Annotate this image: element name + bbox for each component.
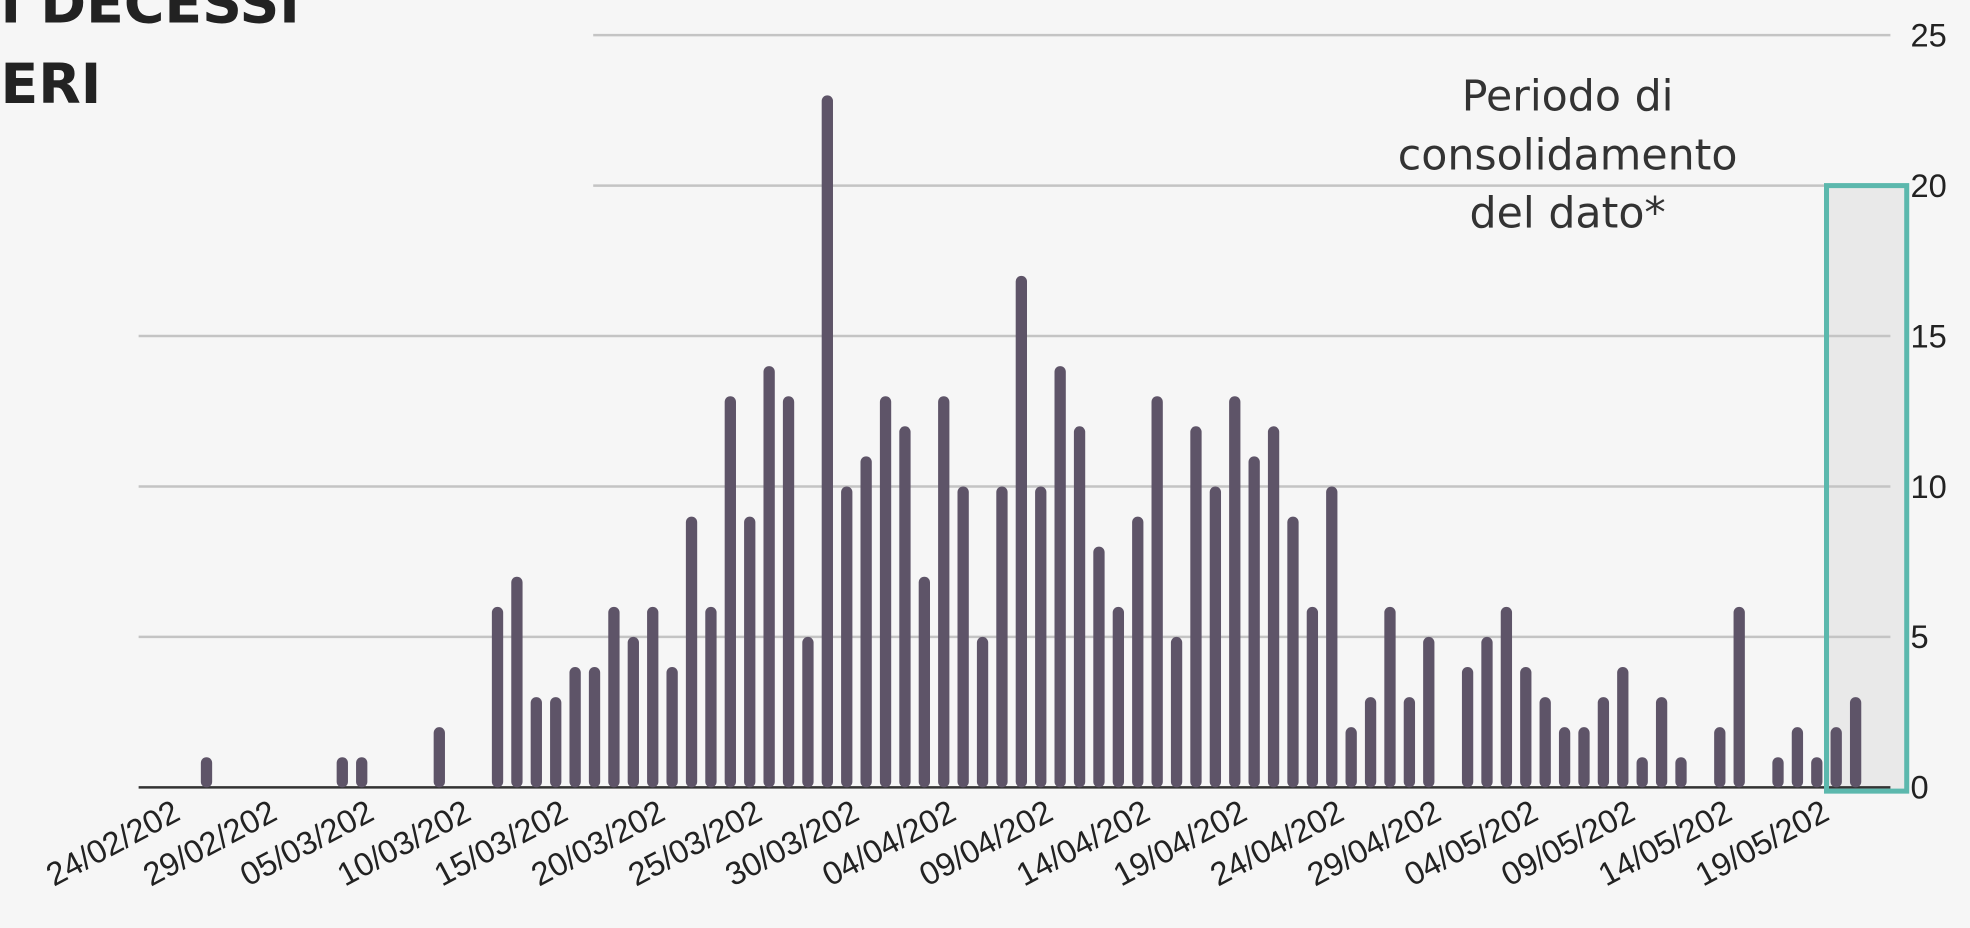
bar <box>1772 757 1784 788</box>
bar <box>782 396 795 788</box>
bar <box>1403 697 1416 788</box>
bar <box>1151 396 1163 788</box>
bar <box>821 95 833 788</box>
bar <box>200 757 213 788</box>
bar <box>569 667 581 788</box>
bar <box>1849 697 1862 788</box>
bar <box>666 667 678 788</box>
bar <box>1791 727 1804 788</box>
bar <box>1423 636 1435 788</box>
bar <box>356 757 368 788</box>
bar <box>841 486 853 788</box>
y-tick-label: 25 <box>1910 16 1946 53</box>
y-tick-label: 15 <box>1910 317 1946 354</box>
bar <box>336 757 348 788</box>
bar <box>491 606 504 788</box>
y-tick-label: 0 <box>1910 769 1928 806</box>
bar <box>608 606 620 788</box>
bar <box>1054 366 1066 788</box>
annotation: del dato* <box>1470 188 1666 238</box>
bar <box>1209 486 1222 788</box>
bar <box>1093 546 1105 788</box>
bar <box>1636 757 1648 788</box>
bar <box>1015 275 1028 788</box>
bar <box>1539 697 1551 788</box>
bar <box>976 636 989 788</box>
bar <box>1190 426 1202 788</box>
bar <box>763 366 775 788</box>
bar <box>1733 606 1745 788</box>
bar <box>802 636 814 788</box>
chart-title: I DECESSI <box>0 0 299 37</box>
bar <box>685 516 698 788</box>
highlight-box <box>1823 183 1910 794</box>
bar <box>433 727 445 788</box>
bar <box>899 426 911 788</box>
bar <box>1267 426 1280 788</box>
bar <box>530 697 542 788</box>
chart-title: ERI <box>0 53 101 117</box>
bar <box>1520 667 1532 788</box>
bar <box>1384 606 1396 788</box>
bar <box>1345 727 1357 788</box>
bar <box>705 606 717 788</box>
bar <box>1617 667 1629 788</box>
y-tick-label: 20 <box>1910 167 1946 204</box>
highlight-box-bg <box>1826 185 1907 792</box>
y-tick-label: 5 <box>1910 618 1928 655</box>
bar <box>1073 426 1086 788</box>
annotation: Periodo di <box>1462 72 1674 122</box>
bar <box>744 516 756 788</box>
annotation: consolidamento <box>1398 131 1738 181</box>
bar <box>957 486 969 788</box>
bar <box>627 636 639 788</box>
bar <box>511 576 523 788</box>
bar <box>1170 636 1183 788</box>
bar <box>1675 757 1687 788</box>
bar <box>1306 606 1319 788</box>
bar <box>996 486 1008 788</box>
bar <box>647 606 659 788</box>
bar <box>1500 606 1513 788</box>
bar <box>1035 486 1047 788</box>
bar <box>918 576 930 788</box>
bar <box>938 396 950 788</box>
bar <box>879 396 892 788</box>
bar <box>1132 516 1144 788</box>
bar <box>1714 727 1726 788</box>
bar <box>1364 697 1377 788</box>
y-tick-label: 10 <box>1910 468 1946 505</box>
bar <box>1811 757 1823 788</box>
bar <box>1248 456 1260 788</box>
bar <box>1326 486 1338 788</box>
bar <box>1287 516 1299 788</box>
bar <box>550 697 562 788</box>
bar <box>1558 727 1571 788</box>
bar <box>724 396 736 788</box>
bar <box>1655 697 1668 788</box>
bar <box>1597 697 1610 788</box>
bar <box>1229 396 1241 788</box>
bar <box>860 456 872 788</box>
bar <box>588 667 601 788</box>
bar <box>1461 667 1474 788</box>
bar <box>1830 727 1842 788</box>
bar <box>1481 636 1493 788</box>
bar <box>1578 727 1590 788</box>
bar <box>1112 606 1125 788</box>
